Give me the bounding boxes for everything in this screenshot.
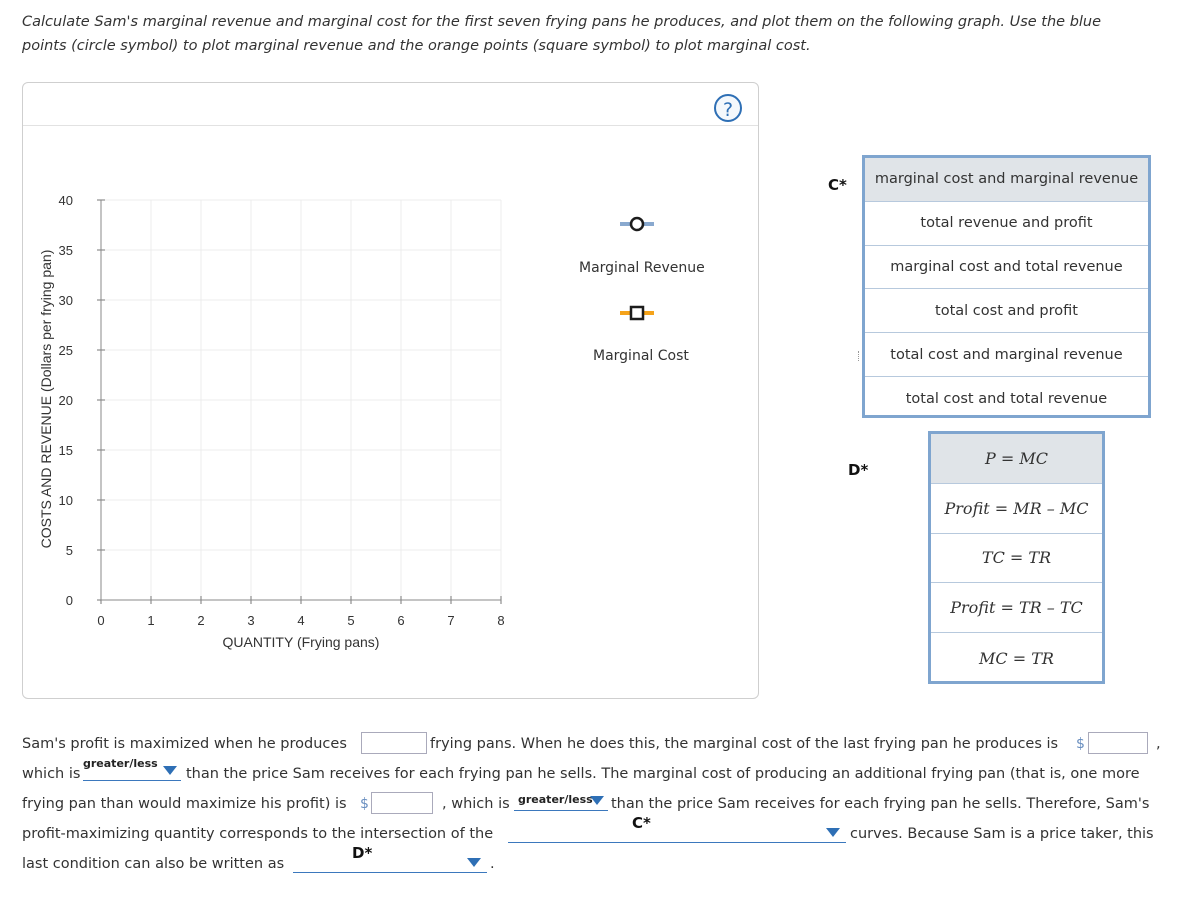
c-star-label: C* (828, 176, 847, 194)
option-c-2[interactable]: total revenue and profit (865, 202, 1148, 246)
panel-header-divider (23, 125, 758, 126)
y-tick-label: 30 (59, 293, 73, 308)
option-c-5[interactable]: total cost and marginal revenue (865, 333, 1148, 377)
dropdown-c-options: marginal cost and marginal revenue total… (862, 155, 1151, 418)
text-comma: , (1156, 736, 1161, 752)
greater-less-dropdown-2[interactable]: greater/less (514, 790, 608, 811)
option-c-4[interactable]: total cost and profit (865, 289, 1148, 334)
mr-legend-marker[interactable] (620, 215, 654, 233)
graph-panel: ? 0 1 2 3 4 5 6 7 8 0 5 10 15 20 25 30 35 40 QUANTITY (F… (22, 82, 759, 699)
greater-less-dropdown-1[interactable]: greater/less (83, 757, 181, 781)
instructions-line-1: Calculate Sam's marginal revenue and mar… (22, 14, 1102, 30)
chevron-down-icon (467, 858, 481, 867)
text-p5: frying pan than would maximize his profi… (22, 796, 347, 812)
chart-grid (101, 199, 502, 600)
x-tick-label: 8 (497, 613, 504, 628)
text-period: . (490, 856, 495, 872)
mr-legend-label: Marginal Revenue (579, 260, 705, 276)
help-icon[interactable]: ? (714, 94, 742, 122)
chevron-down-icon (590, 796, 604, 805)
y-axis-label: COSTS AND REVENUE (Dollars per frying pa… (38, 250, 54, 549)
instructions-line-2: points (circle symbol) to plot marginal … (22, 38, 811, 54)
condition-dropdown[interactable]: D* (293, 844, 487, 873)
text-p2: frying pans. When he does this, the marg… (430, 736, 1059, 752)
text-p10: last condition can also be written as (22, 856, 285, 872)
text-p8: profit-maximizing quantity corresponds t… (22, 826, 494, 842)
y-tick-label: 15 (59, 443, 73, 458)
text-p3: which is (22, 766, 81, 782)
text-p9: curves. Because Sam is a price taker, th… (850, 826, 1154, 842)
option-d-3[interactable]: TC = TR (931, 534, 1102, 584)
option-d-1[interactable]: P = MC (931, 434, 1102, 484)
x-tick-label: 4 (297, 613, 304, 628)
text-p7: than the price Sam receives for each fry… (611, 796, 1150, 812)
chart-area[interactable]: 0 1 2 3 4 5 6 7 8 0 5 10 15 20 25 30 35 40 QUANTITY (Fry… (23, 83, 758, 698)
x-tick-label: 7 (447, 613, 454, 628)
dropdown-2-text: greater/less (518, 793, 593, 806)
option-c-3[interactable]: marginal cost and total revenue (865, 246, 1148, 290)
chevron-down-icon (163, 766, 177, 775)
x-tick-label: 5 (347, 613, 354, 628)
connector-mark (858, 351, 861, 361)
option-c-1[interactable]: marginal cost and marginal revenue (865, 158, 1148, 202)
text-p4: than the price Sam receives for each fry… (186, 766, 1140, 782)
mc-legend-label: Marginal Cost (593, 348, 689, 364)
y-tick-label: 5 (66, 543, 73, 558)
y-tick-label: 0 (66, 593, 73, 608)
option-d-2[interactable]: Profit = MR – MC (931, 484, 1102, 534)
d-star-label: D* (848, 461, 869, 479)
dropdown-1-text: greater/less (83, 757, 158, 770)
option-d-5[interactable]: MC = TR (979, 648, 1054, 668)
dollar-sign-2: $ (360, 796, 369, 812)
intersection-dropdown[interactable]: C* (508, 814, 846, 843)
d-star-marker: D* (352, 844, 373, 862)
text-p6: , which is (442, 796, 510, 812)
option-d-4[interactable]: Profit = TR – TC (931, 583, 1102, 634)
x-axis-label: QUANTITY (Frying pans) (223, 634, 380, 650)
chevron-down-icon (826, 828, 840, 837)
x-tick-label: 2 (197, 613, 204, 628)
chart-axes (97, 199, 502, 604)
dropdown-d-options: P = MC Profit = MR – MC TC = TR Profit =… (928, 431, 1105, 684)
y-tick-label: 35 (59, 243, 73, 258)
y-tick-label: 25 (59, 343, 73, 358)
dollar-sign-1: $ (1076, 736, 1085, 752)
y-tick-labels: 0 5 10 15 20 25 30 35 40 (59, 193, 73, 608)
quantity-input[interactable] (361, 732, 427, 754)
c-star-marker: C* (632, 814, 651, 832)
instructions: Calculate Sam's marginal revenue and mar… (22, 10, 1162, 58)
x-tick-labels: 0 1 2 3 4 5 6 7 8 (97, 613, 504, 628)
y-tick-label: 10 (59, 493, 73, 508)
x-tick-label: 0 (97, 613, 104, 628)
option-c-6[interactable]: total cost and total revenue (905, 390, 1108, 407)
y-tick-label: 20 (59, 393, 73, 408)
x-tick-label: 6 (397, 613, 404, 628)
x-tick-label: 1 (147, 613, 154, 628)
additional-cost-input[interactable] (371, 792, 433, 814)
mc-legend-marker[interactable] (620, 304, 654, 322)
text-p1: Sam's profit is maximized when he produc… (22, 736, 347, 752)
y-tick-label: 40 (59, 193, 73, 208)
marginal-cost-input[interactable] (1088, 732, 1148, 754)
x-tick-label: 3 (247, 613, 254, 628)
